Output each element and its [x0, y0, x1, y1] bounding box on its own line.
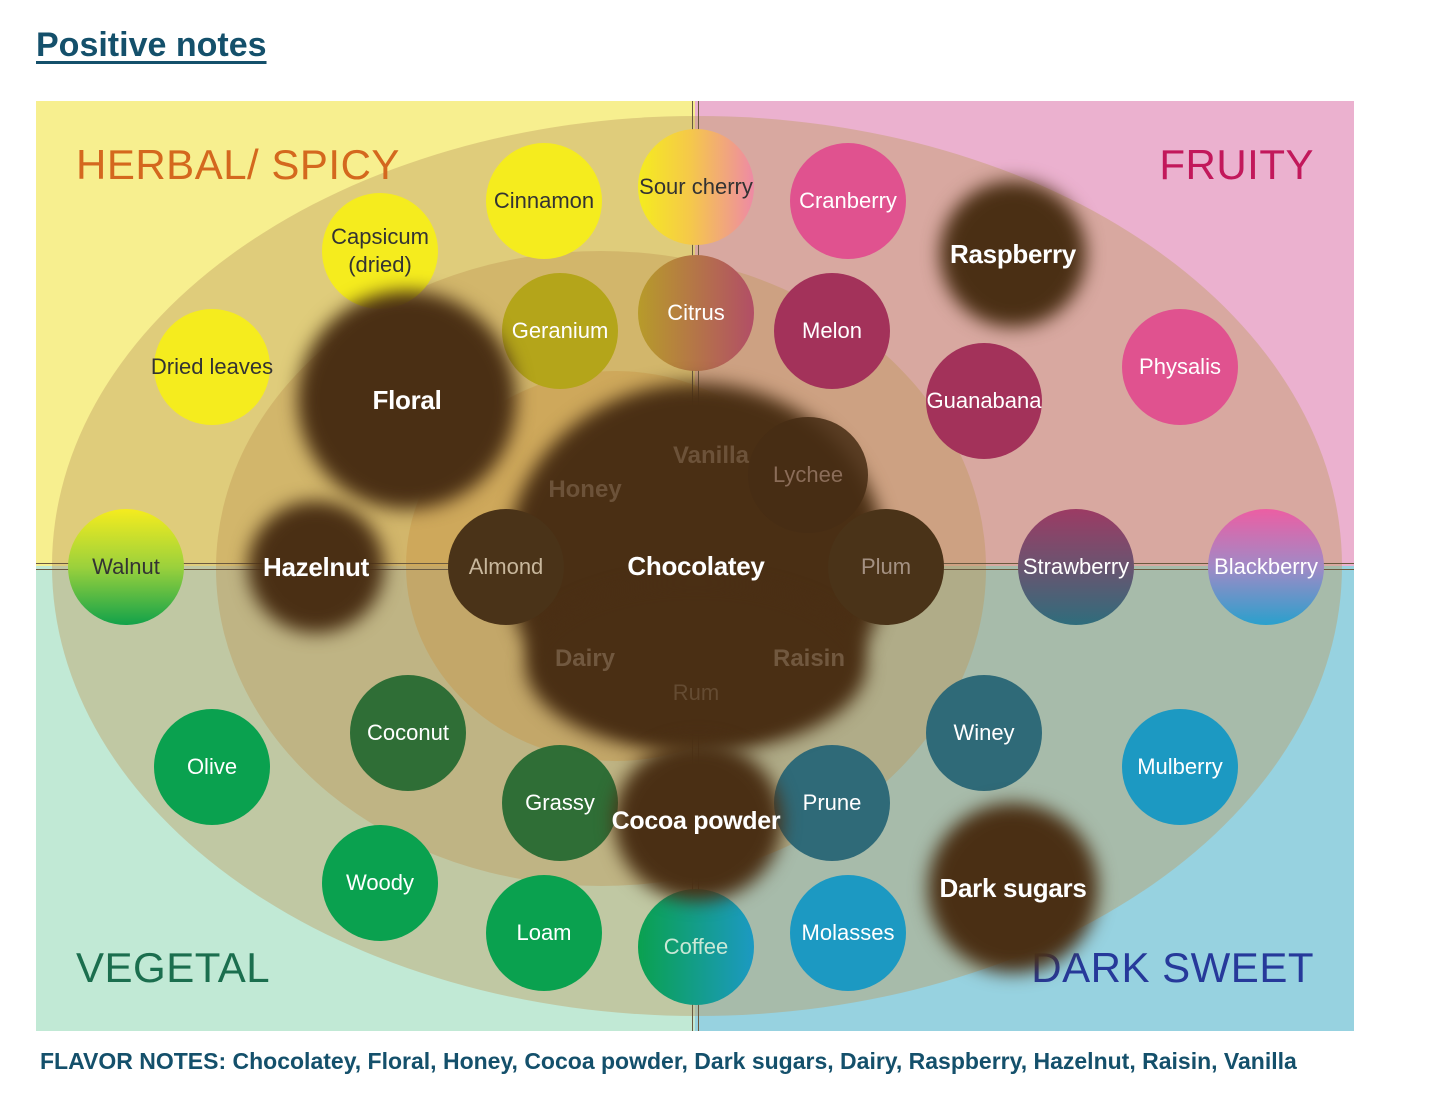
note-physalis: Physalis — [1122, 309, 1238, 425]
label-vegetal: VEGETAL — [76, 944, 271, 991]
note-honey: Honey — [548, 476, 622, 503]
note-raspberry: Raspberry — [950, 239, 1076, 269]
flavor-wheel: HERBAL/ SPICY FRUITY VEGETAL DARK SWEET … — [36, 101, 1354, 1031]
note-winey: Winey — [926, 675, 1042, 791]
note-mulberry: Mulberry — [1122, 709, 1238, 825]
note-coconut: Coconut — [350, 675, 466, 791]
note-prune: Prune — [774, 745, 890, 861]
note-walnut: Walnut — [68, 509, 184, 625]
note-cranberry: Cranberry — [790, 143, 906, 259]
highlight-hazelnut — [248, 501, 384, 633]
note-floral: Floral — [372, 385, 442, 415]
note-plum: Plum — [828, 509, 944, 625]
page-title: Positive notes — [36, 26, 267, 64]
flavor-notes-summary: FLAVOR NOTES: Chocolatey, Floral, Honey,… — [40, 1048, 1297, 1074]
label-fruity: FRUITY — [1159, 141, 1314, 188]
note-loam: Loam — [486, 875, 602, 991]
note-geranium: Geranium — [502, 273, 618, 389]
highlight-cluster-lower — [526, 581, 866, 751]
note-almond: Almond — [448, 509, 564, 625]
note-coffee: Coffee — [638, 889, 754, 1005]
note-citrus: Citrus — [638, 255, 754, 371]
note-woody: Woody — [322, 825, 438, 941]
note-dairy: Dairy — [554, 645, 616, 672]
note-cocoa-powder: Cocoa powder — [611, 807, 781, 835]
note-melon: Melon — [774, 273, 890, 389]
label-dark-sweet: DARK SWEET — [1031, 944, 1314, 991]
note-hazelnut: Hazelnut — [263, 552, 369, 582]
note-sour-cherry: Sour cherry — [638, 129, 754, 245]
note-rum: Rum — [672, 680, 720, 705]
note-chocolatey: Chocolatey — [627, 551, 765, 581]
note-capsicum: Capsicum (dried) — [322, 193, 438, 309]
highlight-cocoa-powder — [614, 741, 782, 901]
note-lychee: Lychee — [748, 417, 868, 533]
note-grassy: Grassy — [502, 745, 618, 861]
note-olive: Olive — [154, 709, 270, 825]
note-guanabana: Guanabana — [926, 343, 1042, 459]
label-herbal-spicy: HERBAL/ SPICY — [76, 141, 400, 188]
note-blackberry: Blackberry — [1208, 509, 1324, 625]
note-raisin: Raisin — [772, 645, 846, 672]
note-molasses: Molasses — [790, 875, 906, 991]
note-dark-sugars: Dark sugars — [939, 873, 1087, 903]
note-dried-leaves: Dried leaves — [151, 309, 273, 425]
highlight-raspberry — [940, 181, 1086, 327]
highlight-floral — [298, 291, 516, 509]
note-cinnamon: Cinnamon — [486, 143, 602, 259]
note-vanilla: Vanilla — [672, 442, 750, 469]
note-strawberry: Strawberry — [1018, 509, 1134, 625]
highlight-dark-sugars — [928, 803, 1098, 973]
